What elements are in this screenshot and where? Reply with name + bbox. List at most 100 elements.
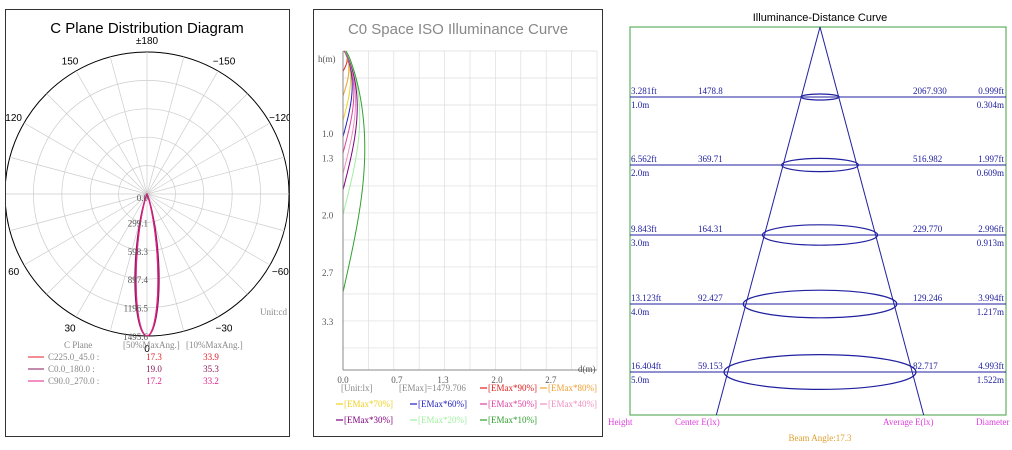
row-height-ft-4: 16.404ft xyxy=(631,361,662,371)
row-height-m-1: 2.0m xyxy=(631,168,649,178)
iso-legend-label-8: [EMax*10%] xyxy=(488,415,537,425)
polar-title: C Plane Distribution Diagram xyxy=(50,20,243,37)
row-center-1: 369.71 xyxy=(698,154,723,164)
polar-spoke xyxy=(146,193,248,295)
footer-height: Height xyxy=(608,417,633,427)
iso-xlabel: d(m) xyxy=(578,364,596,374)
iso-emax: [EMax]=1479.706 xyxy=(399,383,466,393)
row-diam-m-3: 1.217m xyxy=(977,307,1004,317)
polar-spoke xyxy=(146,93,248,195)
beam-ellipse-3 xyxy=(742,289,898,319)
iso-ytick: 1.0 xyxy=(322,129,334,139)
row-height-ft-1: 6.562ft xyxy=(631,154,657,164)
iso-legend-label-3: [EMax*60%] xyxy=(418,399,467,409)
row-diam-ft-1: 1.997ft xyxy=(978,154,1004,164)
distance-border xyxy=(629,26,1007,416)
polar-angle-label: 30 xyxy=(64,323,76,334)
iso-chart: C0 Space ISO Illuminance Curve h(m) d(m) 1… xyxy=(318,21,598,425)
distance-chart-panel: Illuminance-Distance Curve 3.281ft 1.0m 14… xyxy=(605,5,1012,445)
row-diam-ft-3: 3.994ft xyxy=(978,293,1004,303)
footer-center: Center E(lx) xyxy=(675,417,720,427)
iso-legend-label-1: [EMax*80%] xyxy=(548,383,597,393)
footer-average: Average E(lx) xyxy=(883,417,934,427)
footer-diameter: Diameter xyxy=(976,417,1009,427)
polar-spoke xyxy=(146,193,271,266)
row-height-m-4: 5.0m xyxy=(631,375,649,385)
iso-xtick: 2.0 xyxy=(491,375,503,385)
iso-legend-label-2: [EMax*70%] xyxy=(344,399,393,409)
polar-chart-panel: C Plane Distribution Diagram ±180 −150 150… xyxy=(4,9,310,437)
iso-ytick: 2.0 xyxy=(322,211,334,221)
polar-spoke xyxy=(9,156,148,195)
distance-chart: Illuminance-Distance Curve 3.281ft 1.0m 14… xyxy=(608,12,1009,443)
distance-title: Illuminance-Distance Curve xyxy=(753,12,888,24)
legend-half10-0: 33.9 xyxy=(203,352,219,362)
polar-radial-tick: 0.0 xyxy=(137,193,149,203)
row-diam-m-0: 0.304m xyxy=(977,100,1004,110)
polar-angle-label: −60 xyxy=(272,267,289,278)
iso-legend-label-6: [EMax*30%] xyxy=(344,415,393,425)
row-diam-m-4: 1.522m xyxy=(977,375,1004,385)
polar-spoke xyxy=(9,193,148,232)
row-average-3: 129.246 xyxy=(913,293,943,303)
legend-half10-1: 35.3 xyxy=(203,364,219,374)
iso-chart-panel: C0 Space ISO Illuminance Curve h(m) d(m) 1… xyxy=(313,9,603,437)
iso-ylabel: h(m) xyxy=(318,54,336,64)
polar-angle-label: −150 xyxy=(213,57,236,68)
row-height-m-3: 4.0m xyxy=(631,307,649,317)
polar-spoke xyxy=(75,193,148,318)
row-average-0: 2067.930 xyxy=(913,86,947,96)
polar-radial-tick: 1196.5 xyxy=(124,304,149,314)
polar-curves xyxy=(134,193,160,337)
polar-angle-label: 150 xyxy=(62,57,79,68)
row-height-ft-3: 13.123ft xyxy=(631,293,662,303)
iso-legend-label-0: [EMax*90%] xyxy=(488,383,537,393)
legend-name-2: C90.0_270.0 : xyxy=(48,376,99,386)
legend-half50-1: 19.0 xyxy=(146,364,162,374)
beam-ellipse-4 xyxy=(723,354,917,391)
row-average-1: 516.982 xyxy=(913,154,942,164)
distance-footer: Height Center E(lx) Average E(lx) Diameter B… xyxy=(608,417,1009,443)
polar-spoke xyxy=(109,56,148,195)
legend-half50-0: 17.3 xyxy=(146,352,162,362)
polar-labels: ±180−150150−120120−9090−6060−303000.0299… xyxy=(5,36,310,355)
iso-xtick: 2.7 xyxy=(545,375,557,385)
table-header-10: [10%MaxAng.] xyxy=(186,340,243,350)
iso-title: C0 Space ISO Illuminance Curve xyxy=(348,21,568,38)
polar-radial-tick: 299.1 xyxy=(128,218,148,228)
polar-radial-tick: 598.3 xyxy=(128,247,149,257)
legend-name-0: C225.0_45.0 : xyxy=(48,352,99,362)
iso-unit: [Unit:lx] xyxy=(341,383,373,393)
cone-right-edge xyxy=(819,26,925,416)
row-diam-m-2: 0.913m xyxy=(977,238,1004,248)
polar-spoke xyxy=(146,193,285,232)
iso-ytick: 1.3 xyxy=(322,153,334,163)
iso-ytick: 2.7 xyxy=(322,268,334,278)
distance-rows: 3.281ft 1.0m 1478.8 2067.930 0.999ft 0.304m 6.… xyxy=(630,86,1006,391)
beam-ellipse-0 xyxy=(800,93,840,101)
polar-angle-label: ±180 xyxy=(136,36,159,47)
row-average-2: 229.770 xyxy=(913,224,943,234)
row-center-0: 1478.8 xyxy=(698,86,723,96)
footer-beam-angle: Beam Angle:17.3 xyxy=(789,433,852,443)
cone-left-edge xyxy=(715,26,821,416)
iso-ytick: 3.3 xyxy=(322,317,334,327)
iso-curve-6 xyxy=(342,50,358,191)
polar-table: C Plane [50%MaxAng.] [10%MaxAng.] C225.0_45… xyxy=(28,340,243,386)
iso-xtick: 0.0 xyxy=(337,375,349,385)
row-center-3: 92.427 xyxy=(698,293,723,303)
polar-angle-label: 60 xyxy=(8,267,20,278)
polar-spoke xyxy=(146,122,271,195)
iso-curve-5 xyxy=(342,50,357,174)
polar-radial-tick: 897.4 xyxy=(128,275,149,285)
row-center-4: 59.153 xyxy=(698,361,723,371)
polar-spoke xyxy=(23,193,148,266)
polar-chart: C Plane Distribution Diagram ±180 −150 150… xyxy=(4,20,310,386)
row-height-ft-0: 3.281ft xyxy=(631,86,657,96)
polar-angle-label: 120 xyxy=(6,113,22,124)
iso-xtick: 0.7 xyxy=(391,375,403,385)
beam-ellipse-2 xyxy=(761,224,879,246)
table-header-plane: C Plane xyxy=(64,340,92,350)
iso-grid xyxy=(342,50,598,370)
row-height-ft-2: 9.843ft xyxy=(631,224,657,234)
